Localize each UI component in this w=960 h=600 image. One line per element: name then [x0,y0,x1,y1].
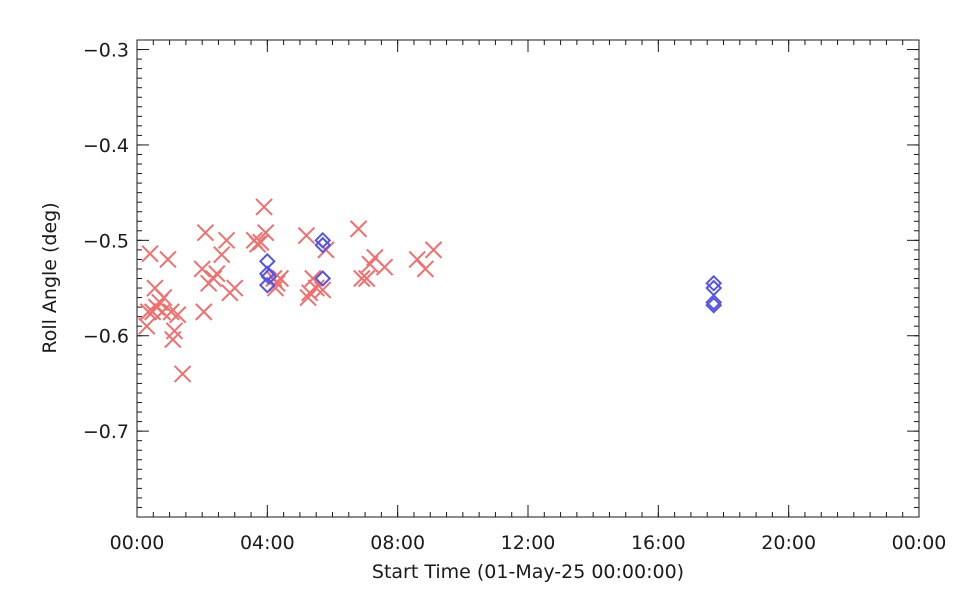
cross-marker [155,288,173,307]
y-tick-label: −0.5 [83,230,129,252]
diamond-marker [705,296,723,314]
cross-marker [349,220,368,238]
data-markers [138,198,723,383]
diamond-marker [705,279,723,297]
cross-marker [169,306,187,324]
x-tick-labels: 00:00 04:00 08:00 12:00 16:00 20:00 00:00 [110,532,947,554]
cross-marker [196,224,215,242]
cross-marker [159,250,177,269]
cross-marker [297,226,316,245]
diamond-marker [314,270,332,287]
cross-marker [255,198,273,216]
x-tick-label: 20:00 [761,532,816,554]
y-tick-label: −0.3 [83,40,129,62]
diamond-marker [314,236,332,254]
cross-marker [256,224,275,242]
cross-marker [353,269,371,288]
cross-marker [208,265,226,283]
cross-marker [226,279,244,297]
cross-marker [314,281,332,299]
cross-marker [193,260,211,278]
cross-marker [416,260,435,278]
x-tick-label: 04:00 [240,532,295,554]
x-tick-label: 12:00 [501,532,556,554]
diamond-marker [705,293,723,311]
diamond-marker [705,274,723,292]
diamond-marker [258,252,276,270]
diamond-marker [258,276,276,294]
cross-marker [307,279,325,297]
x-tick-label: 16:00 [631,532,686,554]
x-tick-label: 08:00 [370,532,425,554]
cross-marker [162,303,180,321]
y-axis-title: Roll Angle (deg) [39,202,61,353]
cross-marker [375,258,394,276]
cross-marker [141,244,159,263]
diamond-marker [260,268,278,286]
minor-ticks [136,39,920,518]
major-ticks [136,40,920,517]
cross-marker [213,245,231,264]
cross-marker [204,269,223,288]
y-tick-label: −0.7 [83,421,129,443]
y-tick-labels: −0.3 −0.4 −0.5 −0.6 −0.7 [83,40,129,444]
cross-marker [173,365,192,383]
cross-marker [153,303,172,321]
cross-marker [304,269,322,288]
cross-marker [217,231,236,250]
cross-marker [195,303,213,321]
cross-marker [424,241,443,259]
cross-marker [358,269,376,288]
y-tick-label: −0.4 [83,135,129,157]
cross-marker [252,233,270,251]
diamond-marker [314,231,332,249]
cross-marker [165,322,184,340]
cross-marker [138,317,156,335]
x-tick-label: 00:00 [110,532,165,554]
cross-marker [139,303,158,321]
plot-frame [136,39,920,518]
x-tick-label: 00:00 [892,532,947,554]
x-axis-title: Start Time (01-May-25 00:00:00) [372,561,684,583]
y-tick-label: −0.6 [83,326,129,348]
